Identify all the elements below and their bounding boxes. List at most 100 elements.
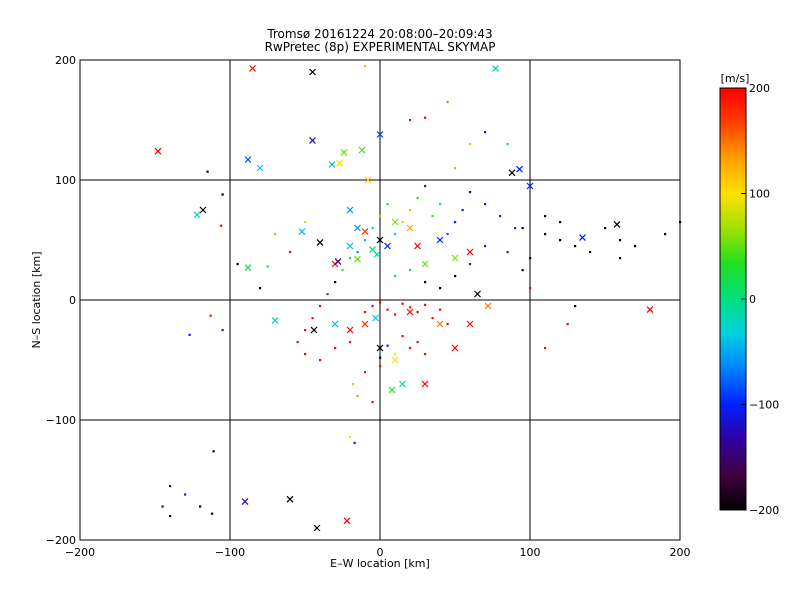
dot-point bbox=[296, 341, 299, 344]
cross-point bbox=[376, 344, 384, 352]
dot-point bbox=[604, 227, 607, 230]
dot-point bbox=[566, 323, 569, 326]
cross-point bbox=[244, 264, 252, 272]
cross-point bbox=[334, 258, 342, 266]
dot-point bbox=[574, 245, 577, 248]
dot-point bbox=[409, 209, 412, 212]
dot-point bbox=[469, 263, 472, 266]
cross-point bbox=[376, 130, 384, 138]
cross-point bbox=[376, 236, 384, 244]
cross-point bbox=[343, 517, 351, 525]
dot-point bbox=[304, 221, 307, 224]
dot-point bbox=[394, 275, 397, 278]
dot-point bbox=[349, 257, 352, 260]
cross-point bbox=[484, 302, 492, 310]
dot-point bbox=[401, 221, 404, 224]
cross-point bbox=[508, 169, 516, 177]
dot-point bbox=[431, 215, 434, 218]
dot-point bbox=[446, 101, 449, 104]
dot-point bbox=[379, 356, 382, 359]
dot-point bbox=[544, 215, 547, 218]
dot-point bbox=[364, 239, 367, 242]
dot-point bbox=[469, 143, 472, 146]
cross-point bbox=[346, 206, 354, 214]
dot-point bbox=[209, 314, 212, 317]
cross-point bbox=[358, 146, 366, 154]
colorbar-tick-label: −200 bbox=[749, 504, 779, 517]
dot-point bbox=[416, 197, 419, 200]
dot-point bbox=[169, 515, 172, 518]
dot-point bbox=[364, 65, 367, 68]
cross-point bbox=[310, 326, 318, 334]
cross-point bbox=[391, 218, 399, 226]
y-tick-label: 200 bbox=[55, 54, 76, 67]
cross-point bbox=[256, 164, 264, 172]
colorbar: [m/s] 200 100 0 −100 −200 bbox=[719, 72, 779, 517]
colorbar-tick-label: 100 bbox=[749, 188, 770, 201]
cross-point bbox=[466, 248, 474, 256]
dot-point bbox=[559, 239, 562, 242]
cross-point bbox=[286, 495, 294, 503]
cross-point bbox=[298, 228, 306, 236]
dot-point bbox=[424, 185, 427, 188]
grid-lines bbox=[80, 60, 680, 540]
dot-point bbox=[220, 224, 223, 227]
dot-point bbox=[439, 308, 442, 311]
cross-point bbox=[466, 320, 474, 328]
dot-point bbox=[619, 239, 622, 242]
x-tick-label: 0 bbox=[377, 546, 384, 559]
dot-point bbox=[212, 450, 215, 453]
dot-point bbox=[259, 287, 262, 290]
dot-point bbox=[574, 305, 577, 308]
dot-point bbox=[379, 301, 382, 304]
cross-point bbox=[474, 290, 481, 298]
dot-point bbox=[236, 263, 239, 266]
dot-point bbox=[484, 245, 487, 248]
dot-point bbox=[379, 365, 382, 368]
cross-point bbox=[372, 314, 379, 322]
dot-point bbox=[499, 215, 502, 218]
cross-point bbox=[421, 380, 429, 388]
cross-point bbox=[384, 242, 391, 250]
dot-point bbox=[364, 371, 367, 374]
dot-point bbox=[484, 203, 487, 206]
dot-point bbox=[199, 505, 202, 508]
dot-point bbox=[454, 275, 457, 278]
dot-point bbox=[424, 353, 427, 356]
dot-point bbox=[326, 293, 329, 296]
cross-point bbox=[271, 316, 279, 324]
dot-point bbox=[319, 359, 322, 362]
cross-point bbox=[193, 211, 201, 219]
chart-subtitle: RwPretec (8p) EXPERIMENTAL SKYMAP bbox=[265, 40, 496, 54]
colorbar-tick-label: 200 bbox=[749, 82, 770, 95]
dot-point bbox=[634, 245, 637, 248]
dot-point bbox=[304, 329, 307, 332]
cross-point bbox=[340, 148, 348, 156]
plot-area bbox=[79, 59, 682, 541]
cross-point bbox=[646, 306, 654, 314]
cross-point bbox=[406, 224, 414, 232]
dot-point bbox=[446, 233, 449, 236]
dot-point bbox=[349, 435, 352, 438]
cross-point bbox=[399, 380, 406, 388]
dot-point bbox=[211, 512, 214, 515]
dot-point bbox=[371, 227, 374, 230]
x-tick-label: 200 bbox=[670, 546, 691, 559]
dot-point bbox=[506, 143, 509, 146]
cross-point bbox=[414, 242, 421, 250]
dot-point bbox=[341, 269, 344, 272]
dot-point bbox=[371, 401, 374, 404]
dot-point bbox=[529, 287, 532, 290]
cross-point bbox=[369, 246, 376, 254]
cross-point bbox=[361, 320, 369, 328]
dot-point bbox=[311, 317, 314, 320]
dot-point bbox=[559, 221, 562, 224]
dot-point bbox=[169, 485, 172, 488]
dot-point bbox=[439, 203, 442, 206]
x-axis-label: E–W location [km] bbox=[330, 557, 430, 570]
dot-point bbox=[424, 116, 427, 119]
cross-point bbox=[199, 206, 207, 214]
x-axis-ticks: −200 −100 0 100 200 bbox=[65, 60, 691, 559]
dot-point bbox=[521, 227, 524, 230]
dot-point bbox=[439, 287, 442, 290]
